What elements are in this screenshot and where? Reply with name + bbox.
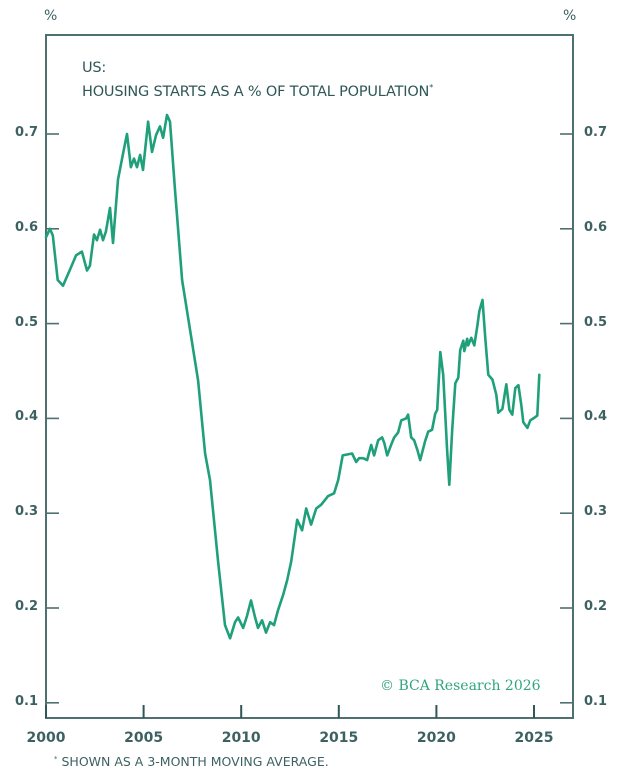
y-axis-unit-left: % <box>44 8 58 24</box>
x-tick-label: 2020 <box>416 730 456 746</box>
y-tick-label-right: 0.7 <box>584 125 608 140</box>
plot-frame <box>45 34 574 719</box>
footnote: * SHOWN AS A 3-MONTH MOVING AVERAGE. <box>54 754 329 769</box>
y-tick-label-right: 0.1 <box>584 693 608 709</box>
y-tick-label-right: 0.2 <box>584 599 608 614</box>
footnote-marker: * <box>54 754 58 763</box>
chart-title-line2: HOUSING STARTS AS A % OF TOTAL POPULATIO… <box>82 83 430 100</box>
x-tick-label: 2015 <box>319 730 359 746</box>
chart-title-line2-wrap: HOUSING STARTS AS A % OF TOTAL POPULATIO… <box>82 78 433 102</box>
x-tick-label: 2025 <box>514 730 554 746</box>
x-tick-label: 2005 <box>124 730 164 746</box>
x-tick-marks <box>45 705 535 718</box>
chart-title: US: HOUSING STARTS AS A % OF TOTAL POPUL… <box>82 58 433 102</box>
y-tick-label-left: 0.2 <box>14 599 38 614</box>
x-tick-label: 2000 <box>26 730 66 746</box>
y-tick-label-right: 0.4 <box>584 409 608 425</box>
y-tick-label-right: 0.6 <box>584 219 608 235</box>
footnote-text: SHOWN AS A 3-MONTH MOVING AVERAGE. <box>61 754 329 769</box>
copyright-label: © BCA Research 2026 <box>380 678 541 694</box>
y-tick-marks <box>46 133 573 704</box>
y-tick-label-left: 0.1 <box>14 693 38 709</box>
chart-title-line1: US: <box>82 60 107 76</box>
y-tick-label-left: 0.7 <box>14 125 38 140</box>
y-tick-label-left: 0.3 <box>14 504 38 520</box>
series-line-housing-starts <box>44 113 541 640</box>
x-tick-label: 2010 <box>221 730 261 746</box>
title-footnote-marker: * <box>429 83 433 92</box>
y-tick-label-left: 0.6 <box>14 219 38 235</box>
y-axis-unit-right: % <box>563 8 577 24</box>
y-tick-label-right: 0.3 <box>584 504 608 520</box>
y-tick-label-left: 0.4 <box>14 409 38 425</box>
y-tick-label-right: 0.5 <box>584 314 608 330</box>
y-tick-label-left: 0.5 <box>14 314 38 330</box>
